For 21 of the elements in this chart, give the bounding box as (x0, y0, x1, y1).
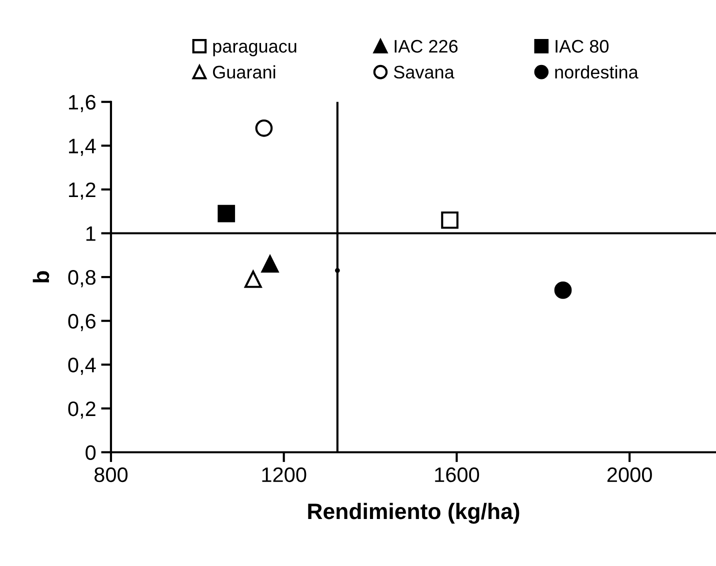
y-tick-label: 1,6 (69, 94, 96, 112)
legend-label: nordestina (555, 65, 638, 79)
legend-label: IAC 226 (394, 40, 458, 53)
x-tick-label: 2000 (607, 467, 652, 482)
x-axis-title: Rendimiento (kg/ha) (308, 502, 520, 524)
x-tick-label: 1600 (435, 467, 480, 482)
y-tick-label: 1 (86, 226, 96, 241)
legend-label: Guarani (213, 65, 276, 79)
x-tick-label: 1200 (262, 467, 306, 482)
y-tick-label: 1,2 (69, 182, 96, 200)
y-tick-label: 0,6 (68, 314, 96, 332)
y-tick-label: 0,8 (68, 270, 96, 288)
x-tick-label: 800 (94, 467, 128, 482)
legend-label: IAC 80 (556, 40, 609, 53)
legend-label: paraguacu (213, 42, 296, 56)
y-tick-label: 1,4 (69, 138, 96, 156)
y-axis-title: b (32, 271, 50, 282)
y-tick-label: 0,4 (68, 358, 96, 375)
y-tick-label: 0,2 (68, 401, 96, 419)
legend-label: Savana (394, 66, 454, 79)
y-tick-label: 0 (86, 445, 96, 460)
